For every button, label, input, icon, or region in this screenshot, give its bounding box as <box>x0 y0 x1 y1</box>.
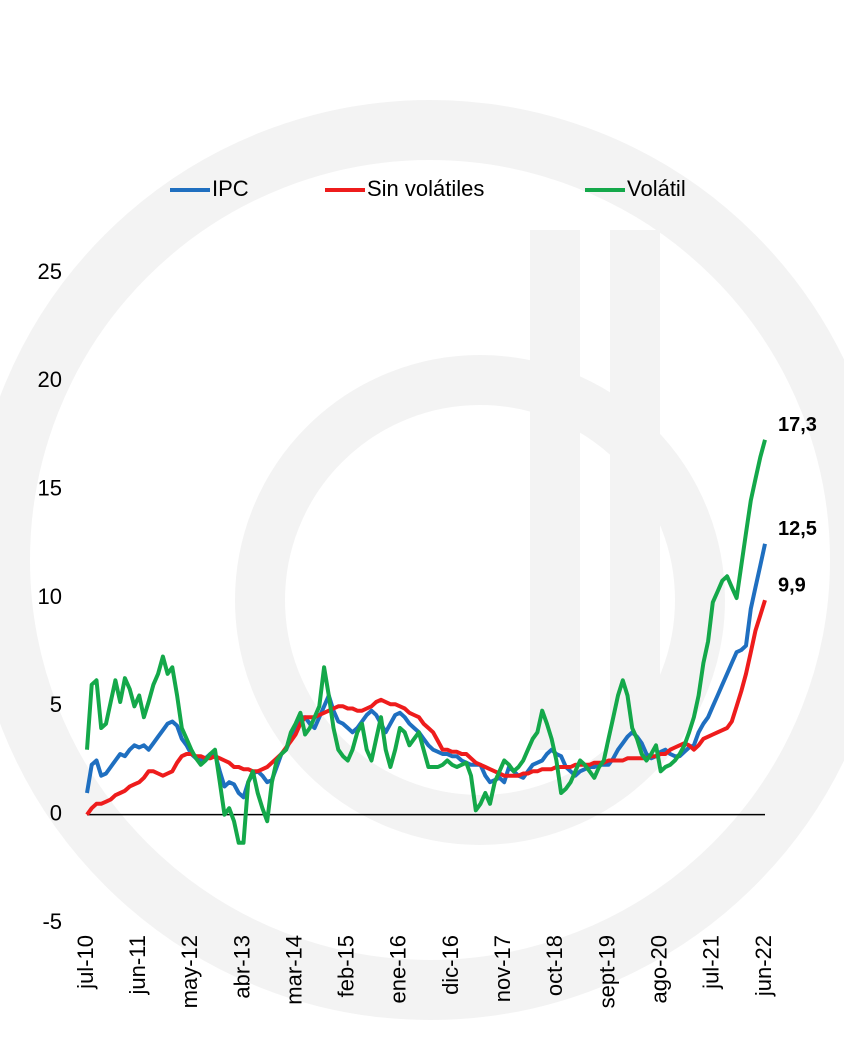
x-tick-label: may-12 <box>177 935 202 1008</box>
watermark <box>0 100 844 1020</box>
legend-label: Volátil <box>627 176 686 201</box>
x-tick-label: feb-15 <box>334 935 359 997</box>
x-tick-label: sept-19 <box>594 935 619 1008</box>
x-tick-label: jul-21 <box>699 935 724 990</box>
y-tick-label: 15 <box>38 475 62 500</box>
data-label: 17,3 <box>778 414 817 436</box>
x-tick-label: ago-20 <box>647 935 672 1004</box>
x-tick-label: jun-11 <box>125 935 150 996</box>
y-tick-label: 10 <box>38 584 62 609</box>
x-tick-label: dic-16 <box>438 935 463 995</box>
x-tick-label: mar-14 <box>281 935 306 1005</box>
y-tick-label: -5 <box>42 909 62 934</box>
y-tick-label: 0 <box>50 800 62 825</box>
legend-label: IPC <box>212 176 249 201</box>
x-tick-label: jul-10 <box>73 935 98 990</box>
legend-label: Sin volátiles <box>367 176 484 201</box>
x-tick-label: oct-18 <box>542 935 567 996</box>
series-line <box>85 439 767 845</box>
data-label: 9,9 <box>778 574 806 596</box>
x-tick-label: jun-22 <box>751 935 776 997</box>
x-tick-label: nov-17 <box>490 935 515 1002</box>
y-tick-label: 25 <box>38 259 62 284</box>
y-tick-label: 5 <box>50 692 62 717</box>
x-tick-label: ene-16 <box>386 935 411 1004</box>
y-tick-label: 20 <box>38 367 62 392</box>
data-label: 12,5 <box>778 518 817 540</box>
x-tick-label: abr-13 <box>229 935 254 999</box>
